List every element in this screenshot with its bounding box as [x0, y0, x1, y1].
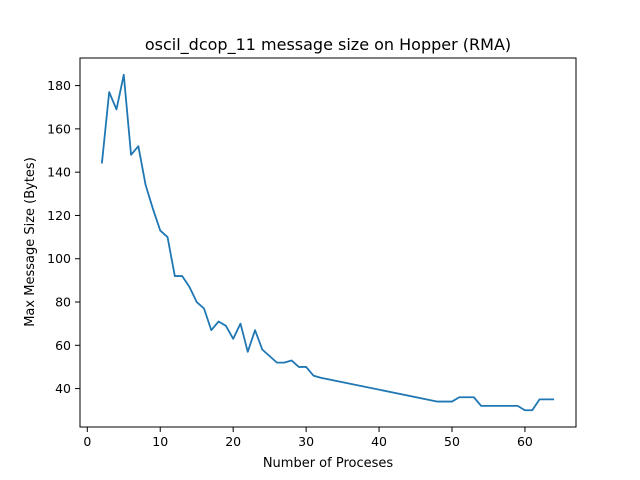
plot-area — [100, 73, 555, 412]
x-tick-label: 50 — [444, 434, 460, 449]
y-tick-label: 180 — [47, 78, 71, 93]
y-tick-label: 80 — [55, 295, 71, 310]
x-axis: 0 10 20 30 40 50 60 — [83, 427, 533, 449]
x-tick-label: 10 — [152, 434, 168, 449]
y-tick-label: 100 — [47, 251, 71, 266]
axes-frame — [79, 57, 577, 428]
y-axis-label: Max Message Size (Bytes) — [23, 157, 38, 327]
x-tick-label: 30 — [298, 434, 314, 449]
y-tick-label: 160 — [47, 121, 71, 136]
x-tick-label: 20 — [225, 434, 241, 449]
y-axis: 40 60 80 100 120 140 160 180 — [47, 78, 80, 396]
chart-title: oscil_dcop_11 message size on Hopper (RM… — [145, 35, 511, 55]
y-tick-label: 40 — [55, 381, 71, 396]
series-line — [100, 73, 555, 412]
y-tick-label: 120 — [47, 208, 71, 223]
x-axis-label: Number of Proceses — [263, 456, 394, 471]
y-tick-label: 140 — [47, 165, 71, 180]
x-tick-label: 60 — [517, 434, 533, 449]
x-tick-label: 40 — [371, 434, 387, 449]
y-tick-label: 60 — [55, 338, 71, 353]
x-tick-label: 0 — [83, 434, 91, 449]
